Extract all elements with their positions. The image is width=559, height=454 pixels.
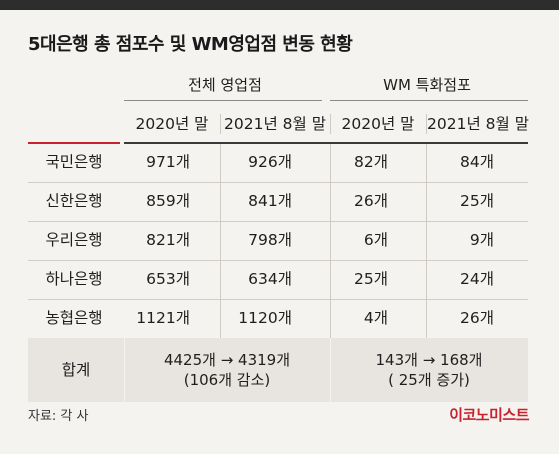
total-wm-branches: 143개 → 168개 ( 25개 증가) (330, 350, 528, 390)
col-header-2021-wm: 2021년 8월 말 (427, 115, 529, 133)
group-header-wm-branches: WM 특화점포 (383, 76, 471, 94)
header-separator (426, 114, 427, 134)
col-header-2021-all: 2021년 8월 말 (224, 115, 326, 133)
table-cell: 653개 (146, 270, 190, 288)
table-cell: 9개 (469, 231, 494, 249)
row-divider (28, 299, 528, 300)
col-header-2020-all: 2020년 말 (135, 115, 209, 133)
row-divider (28, 260, 528, 261)
table-cell: 25개 (354, 270, 388, 288)
col-header-2020-wm: 2020년 말 (341, 115, 415, 133)
column-separator (220, 144, 221, 338)
table-cell: 798개 (248, 231, 292, 249)
group-header-all-branches: 전체 영업점 (188, 76, 262, 94)
header-separator (330, 114, 331, 134)
total-separator (330, 338, 331, 402)
total-all-note: (106개 감소) (183, 371, 271, 389)
row-divider (28, 182, 528, 183)
column-separator (330, 144, 331, 338)
table-cell: 1121개 (136, 309, 190, 327)
page-title: 5대은행 총 점포수 및 WM영업점 변동 현황 (28, 34, 353, 55)
total-separator (124, 338, 125, 402)
brand-logo: 이코노미스트 (449, 406, 529, 424)
header-divider-line (124, 142, 528, 144)
table-cell: 1120개 (238, 309, 292, 327)
total-all-branches: 4425개 → 4319개 (106개 감소) (124, 350, 330, 390)
total-wm-change: 143개 → 168개 (375, 351, 483, 369)
total-label: 합계 (61, 361, 91, 379)
row-label-woori: 우리은행 (45, 231, 103, 249)
top-bar (0, 0, 559, 10)
row-label-hana: 하나은행 (45, 270, 103, 288)
group-underline-all (124, 100, 322, 101)
table-cell: 26개 (354, 192, 388, 210)
table-cell: 821개 (146, 231, 190, 249)
table-cell: 4개 (363, 309, 388, 327)
table-cell: 24개 (460, 270, 494, 288)
total-wm-note: ( 25개 증가) (388, 371, 470, 389)
table-cell: 841개 (248, 192, 292, 210)
table-cell: 926개 (248, 153, 292, 171)
column-separator (426, 144, 427, 338)
table-cell: 6개 (363, 231, 388, 249)
table-cell: 26개 (460, 309, 494, 327)
row-divider (28, 221, 528, 222)
table-cell: 84개 (460, 153, 494, 171)
table-cell: 971개 (146, 153, 190, 171)
total-row (28, 338, 528, 402)
row-label-shinhan: 신한은행 (45, 192, 103, 210)
table-cell: 859개 (146, 192, 190, 210)
row-label-nonghyup: 농협은행 (45, 309, 103, 327)
source-note: 자료: 각 사 (28, 409, 89, 424)
header-separator (220, 114, 221, 134)
group-underline-wm (330, 100, 528, 101)
table-cell: 25개 (460, 192, 494, 210)
table-cell: 634개 (248, 270, 292, 288)
header-accent-line (28, 142, 120, 144)
table-cell: 82개 (354, 153, 388, 171)
row-label-kookmin: 국민은행 (45, 153, 103, 171)
total-all-change: 4425개 → 4319개 (163, 351, 291, 369)
